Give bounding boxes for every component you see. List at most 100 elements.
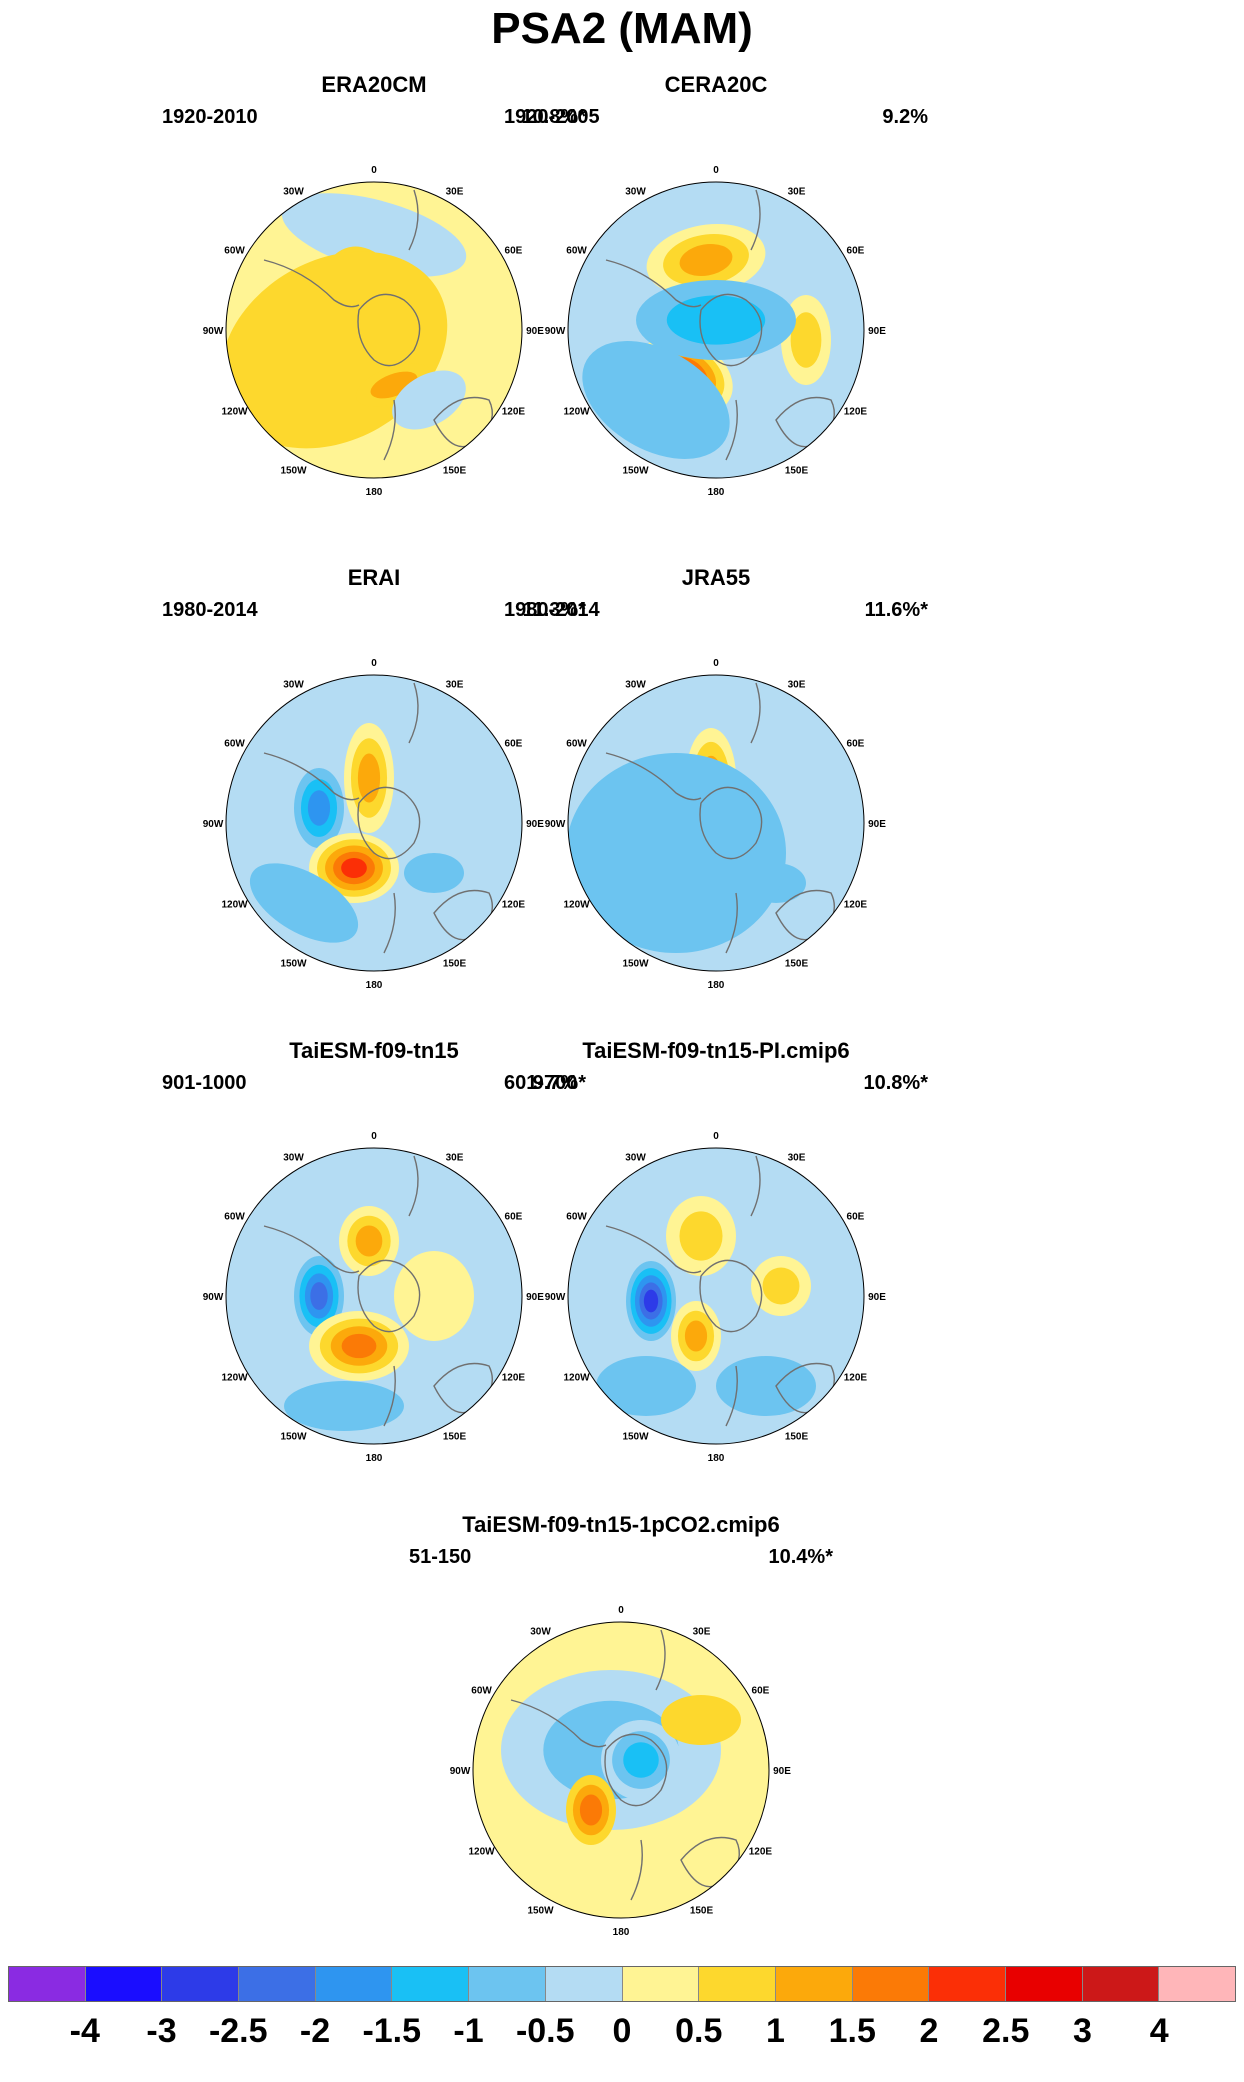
longitude-label: 0 (371, 658, 377, 669)
panel-title: CERA20C (664, 72, 768, 97)
longitude-label: 90E (526, 819, 544, 830)
colorbar-tick-label: -1 (453, 2012, 484, 2050)
panel-variance: 11.3%* (522, 599, 586, 621)
colorbar-tick-label: 4 (1149, 2012, 1169, 2050)
contour-field (473, 1622, 769, 1918)
map-panel: 0 30E 60E 90E 120E 150E 180 150W 120W 90W 60W 30W T… (395, 1512, 847, 1972)
panel-title: TaiESM-f09-tn15-PI.cmip6 (582, 1038, 850, 1063)
longitude-label: 60W (566, 1212, 587, 1223)
longitude-label: 120W (564, 1373, 591, 1384)
longitude-label: 120E (502, 1373, 526, 1384)
colorbar-tick-label: -4 (69, 2012, 100, 2050)
longitude-label: 30E (788, 187, 806, 198)
longitude-label: 90W (203, 819, 224, 830)
longitude-label: 150W (622, 1431, 649, 1442)
longitude-label: 90E (526, 326, 544, 337)
panel-variance: 10.8%* (521, 106, 587, 128)
longitude-label: 60E (847, 739, 865, 750)
longitude-label: 150W (622, 465, 649, 476)
longitude-label: 90E (868, 819, 886, 830)
colorbar-swatch (775, 1967, 853, 2001)
longitude-label: 150E (443, 1431, 467, 1442)
longitude-label: 60E (505, 1212, 523, 1223)
longitude-label: 150E (443, 465, 467, 476)
longitude-label: 150W (280, 465, 307, 476)
longitude-label: 0 (371, 1131, 377, 1142)
map-panel: 0 30E 60E 90E 120E 150E 180 150W 120W 90W 60W 30W T… (490, 1038, 942, 1498)
colorbar-swatch (239, 1967, 316, 2001)
polar-map: 0 30E 60E 90E 120E 150E 180 150W 120W 90W 60W 30W (203, 165, 545, 498)
panel-variance: 11.6%* (864, 599, 928, 621)
longitude-label: 90W (450, 1766, 471, 1777)
longitude-label: 150W (280, 1431, 307, 1442)
longitude-label: 150W (527, 1905, 554, 1916)
figure-title: PSA2 (MAM) (491, 4, 753, 53)
map-border (567, 1147, 865, 1445)
longitude-label: 30W (283, 187, 304, 198)
longitude-label: 120W (469, 1847, 496, 1858)
polar-map: 0 30E 60E 90E 120E 150E 180 150W 120W 90W 60W 30W (545, 658, 887, 991)
colorbar-swatch (545, 1967, 623, 2001)
colorbar-tick-label: -3 (146, 2012, 177, 2050)
longitude-label: 150W (280, 958, 307, 969)
contour-field (226, 1148, 522, 1444)
longitude-label: 90W (545, 326, 566, 337)
longitude-label: 120W (564, 407, 591, 418)
longitude-label: 150E (443, 958, 467, 969)
longitude-label: 90E (773, 1766, 791, 1777)
longitude-label: 180 (708, 487, 725, 498)
colorbar-tick-label: -0.5 (515, 2012, 575, 2050)
colorbar-tick-label: 2 (919, 2012, 939, 2050)
longitude-label: 180 (366, 1453, 383, 1464)
longitude-label: 120E (844, 1373, 868, 1384)
longitude-label: 30E (446, 1153, 464, 1164)
colorbar-swatch (929, 1967, 1006, 2001)
panel-title: JRA55 (681, 565, 751, 590)
longitude-label: 0 (713, 1131, 719, 1142)
longitude-label: 150W (622, 958, 649, 969)
longitude-label: 60W (566, 246, 587, 257)
panel-variance: 10.8%* (863, 1072, 929, 1094)
longitude-label: 150E (785, 465, 809, 476)
map-border (472, 1621, 770, 1919)
map-panel: 0 30E 60E 90E 120E 150E 180 150W 120W 90W 60W 30W J… (490, 565, 942, 1025)
colorbar-swatch (9, 1967, 86, 2001)
panel-period: 601-700 (504, 1072, 578, 1094)
longitude-label: 120W (222, 900, 249, 911)
panel-title: ERA20CM (321, 72, 427, 97)
contour-field (568, 182, 864, 478)
longitude-label: 0 (713, 165, 719, 176)
longitude-label: 30W (283, 1153, 304, 1164)
panel-title: ERAI (347, 565, 401, 590)
panel-period: 51-150 (409, 1546, 472, 1568)
polar-map: 0 30E 60E 90E 120E 150E 180 150W 120W 90W 60W 30W (450, 1605, 792, 1938)
map-border (225, 181, 523, 479)
longitude-label: 150E (690, 1905, 714, 1916)
colorbar-tick-label: 1 (766, 2012, 785, 2050)
longitude-label: 30E (446, 680, 464, 691)
colorbar-swatch (852, 1967, 930, 2001)
polar-map: 0 30E 60E 90E 120E 150E 180 150W 120W 90W 60W 30W (203, 1131, 545, 1464)
longitude-label: 120E (844, 900, 868, 911)
colorbar-swatch (622, 1967, 700, 2001)
colorbar-swatch (85, 1967, 163, 2001)
longitude-label: 120E (502, 407, 526, 418)
colorbar-swatch (315, 1967, 393, 2001)
longitude-label: 90W (203, 1292, 224, 1303)
panel-title: TaiESM-f09-tn15 (289, 1038, 459, 1063)
polar-map: 0 30E 60E 90E 120E 150E 180 150W 120W 90W 60W 30W (545, 165, 887, 498)
longitude-label: 60W (224, 739, 245, 750)
colorbar-swatch (1005, 1967, 1083, 2001)
longitude-label: 60E (847, 246, 865, 257)
longitude-label: 30W (625, 187, 646, 198)
longitude-label: 120W (564, 900, 591, 911)
panel-period: 1980-2014 (504, 599, 600, 621)
longitude-label: 30E (788, 1153, 806, 1164)
panel-variance: 9.2% (882, 106, 928, 128)
longitude-label: 60W (566, 739, 587, 750)
longitude-label: 180 (366, 487, 383, 498)
contour-field (568, 1148, 864, 1444)
longitude-label: 60W (224, 246, 245, 257)
panel-variance: 10.4%* (768, 1546, 834, 1568)
longitude-label: 90E (868, 326, 886, 337)
